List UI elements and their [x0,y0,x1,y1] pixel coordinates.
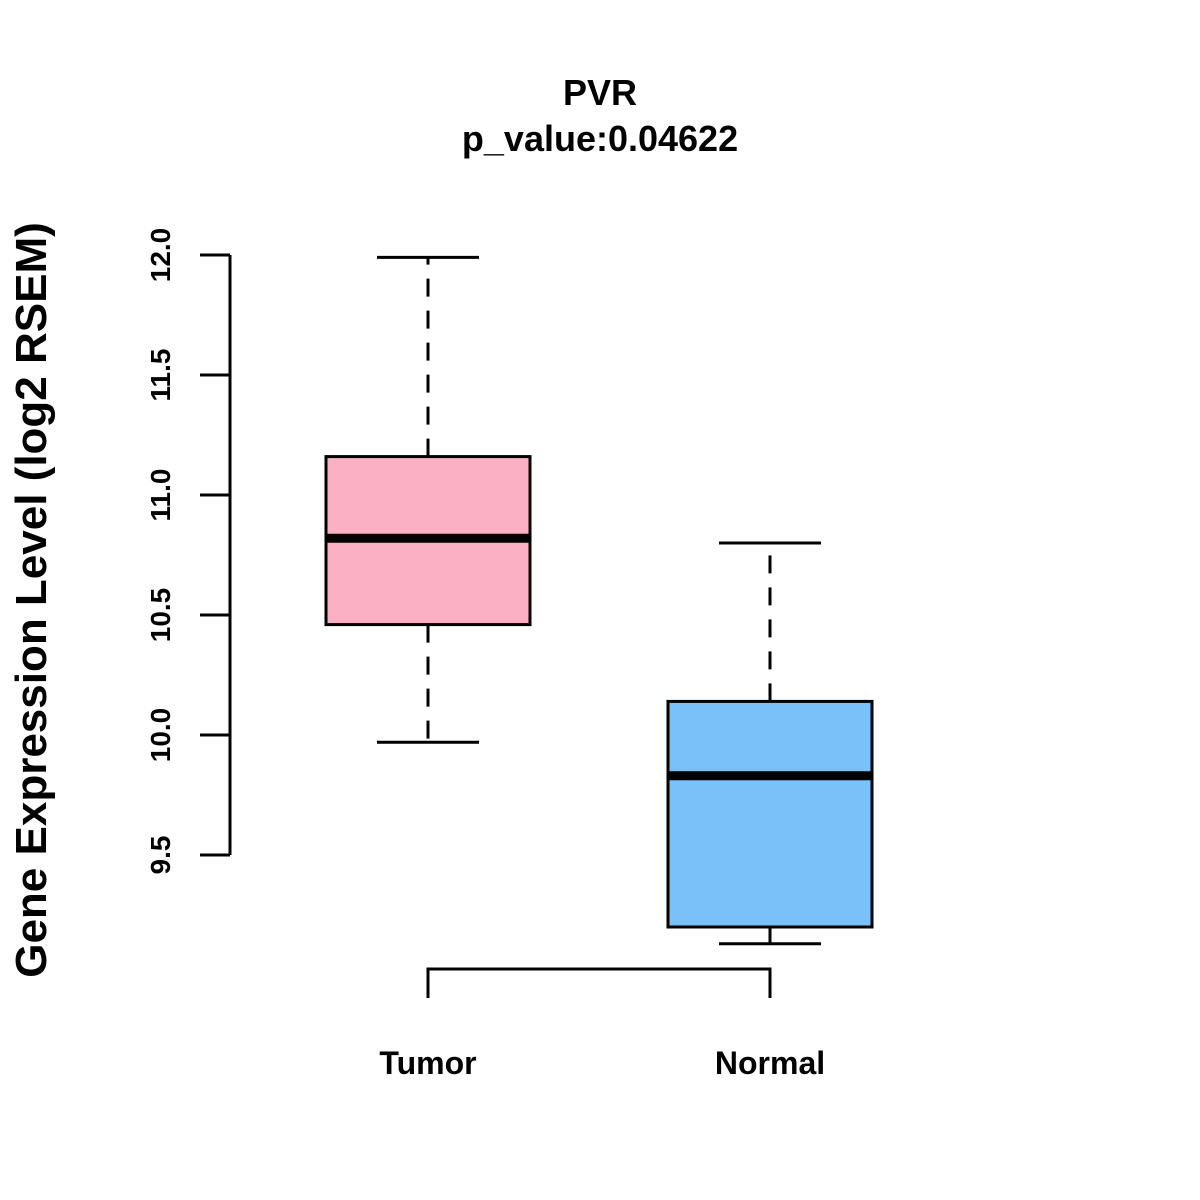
x-category-label: Tumor [379,1045,476,1081]
iqr-box [666,699,874,929]
boxes [324,255,874,946]
y-tick-label: 9.5 [145,836,176,875]
y-tick-label: 11.5 [145,349,176,402]
y-tick-label: 12.0 [145,228,176,283]
bracket-line [426,967,772,998]
x-axis-labels: Tumor Normal [379,1045,825,1081]
y-tick-label: 10.0 [145,708,176,763]
box-normal [666,541,874,946]
x-category-label: Normal [715,1045,825,1081]
chart-title: PVR [563,72,637,113]
comparison-bracket [426,967,772,998]
y-tick-label: 11.0 [145,469,176,522]
box-tumor [324,255,532,744]
y-axis: 9.5 10.0 10.5 11.0 11.5 12.0 [145,228,232,875]
chart-subtitle: p_value:0.04622 [462,118,738,159]
y-tick-label: 10.5 [145,588,176,643]
y-axis-label: Gene Expression Level (log2 RSEM) [7,222,56,978]
